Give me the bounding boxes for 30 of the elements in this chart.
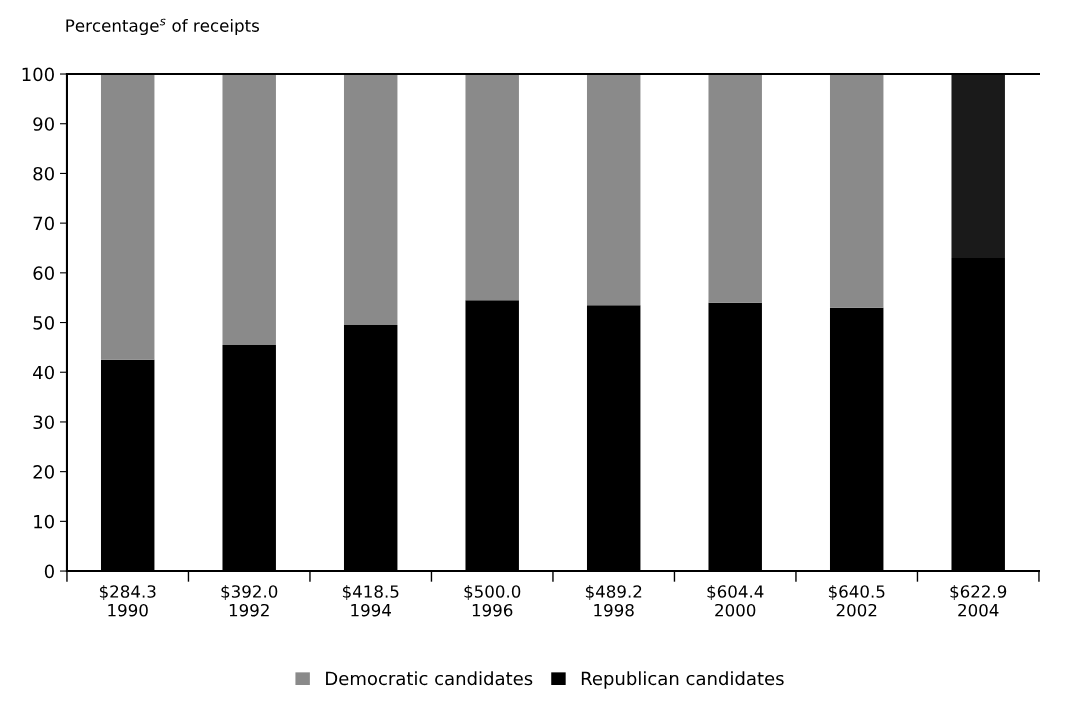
x-tick-label: $640.5 2002 xyxy=(828,584,885,617)
x-tick-label: $284.3 1990 xyxy=(99,584,156,617)
x-tick-label: $604.4 2000 xyxy=(707,584,764,617)
bar xyxy=(343,74,398,326)
bar xyxy=(951,74,1005,258)
y-tick-label: 0 xyxy=(44,564,54,579)
bar xyxy=(829,74,884,308)
y-tick-label: 30 xyxy=(33,415,54,430)
bar xyxy=(708,74,762,303)
y-tick-label: 40 xyxy=(33,365,54,380)
x-tick-label: $392.0 1992 xyxy=(221,584,278,617)
x-tick-label: $418.5 1994 xyxy=(342,584,399,617)
legend-label: Republican candidates xyxy=(581,671,784,689)
bar xyxy=(222,74,276,345)
y-tick-label: 90 xyxy=(33,117,54,131)
legend-label: Democratic candidates xyxy=(326,671,533,686)
y-tick-label: 60 xyxy=(33,266,54,280)
x-tick-label: $622.9 2004 xyxy=(950,584,1007,617)
bar xyxy=(100,74,155,360)
y-tick-label: 70 xyxy=(33,216,54,231)
x-tick-label: $500.0 1996 xyxy=(464,584,521,617)
y-tick-label: 100 xyxy=(22,67,54,82)
bar xyxy=(465,74,519,301)
bar xyxy=(586,74,641,306)
x-tick-label: $489.2 1998 xyxy=(585,584,642,617)
y-tick-label: 20 xyxy=(33,465,54,479)
y-tick-label: 10 xyxy=(34,514,54,529)
y-tick-label: 80 xyxy=(33,166,54,181)
y-tick-label: 50 xyxy=(33,316,54,330)
y-axis-title: Percentage$^{s}$ of receipts xyxy=(66,18,260,36)
